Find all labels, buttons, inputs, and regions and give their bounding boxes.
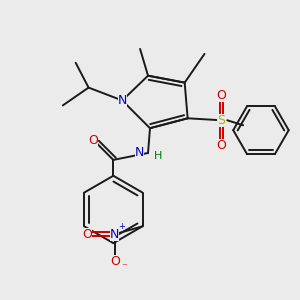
Text: N: N — [135, 146, 144, 160]
Text: O: O — [110, 256, 120, 268]
Text: S: S — [217, 114, 225, 127]
Text: +: + — [118, 222, 125, 231]
Text: O: O — [216, 139, 226, 152]
Text: N: N — [110, 228, 119, 241]
Text: O: O — [216, 89, 226, 102]
Text: N: N — [118, 94, 127, 107]
Text: ⁻: ⁻ — [121, 262, 127, 272]
Text: O: O — [88, 134, 98, 147]
Text: O: O — [82, 228, 92, 241]
Text: H: H — [154, 151, 162, 161]
